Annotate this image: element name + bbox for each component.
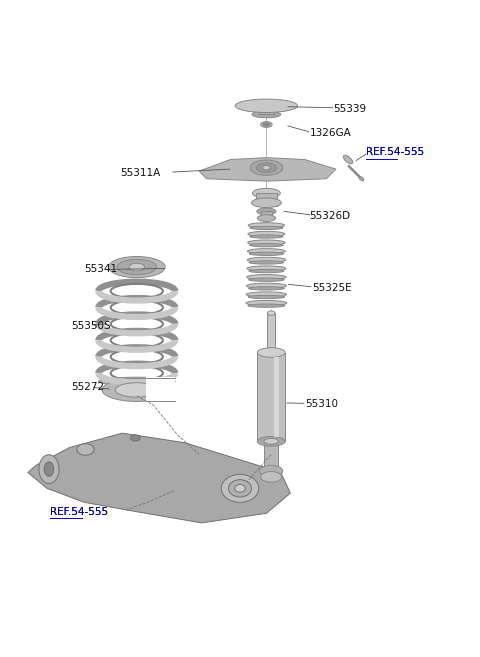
Ellipse shape — [235, 99, 298, 112]
Ellipse shape — [252, 198, 281, 208]
Ellipse shape — [246, 292, 287, 297]
Ellipse shape — [248, 223, 285, 228]
Text: REF.54-555: REF.54-555 — [366, 147, 424, 157]
Ellipse shape — [39, 455, 59, 484]
Text: 55339: 55339 — [334, 104, 367, 114]
Ellipse shape — [252, 111, 281, 118]
Ellipse shape — [249, 278, 284, 281]
Bar — [259, 106, 274, 114]
Ellipse shape — [257, 208, 276, 215]
Ellipse shape — [249, 286, 284, 290]
Ellipse shape — [117, 260, 156, 275]
Text: 1326GA: 1326GA — [310, 128, 351, 138]
Ellipse shape — [256, 163, 276, 173]
Ellipse shape — [247, 258, 286, 262]
Bar — [146, 377, 175, 403]
Ellipse shape — [250, 244, 283, 247]
Text: 55311A: 55311A — [120, 168, 161, 177]
Bar — [257, 353, 285, 442]
Ellipse shape — [246, 300, 287, 306]
Ellipse shape — [257, 348, 285, 357]
Ellipse shape — [131, 435, 140, 441]
Ellipse shape — [263, 166, 270, 170]
Text: REF.54-555: REF.54-555 — [50, 507, 108, 517]
Ellipse shape — [248, 304, 285, 307]
Ellipse shape — [221, 474, 259, 502]
Bar — [256, 193, 277, 206]
Ellipse shape — [247, 283, 287, 288]
Ellipse shape — [267, 311, 275, 315]
Ellipse shape — [235, 484, 245, 492]
Bar — [267, 313, 275, 353]
Ellipse shape — [102, 378, 171, 401]
Ellipse shape — [98, 377, 175, 386]
Text: 55326D: 55326D — [310, 211, 351, 221]
Ellipse shape — [261, 122, 272, 127]
Ellipse shape — [257, 436, 285, 446]
Ellipse shape — [250, 226, 283, 229]
Polygon shape — [199, 158, 336, 181]
Text: 55325E: 55325E — [312, 283, 352, 293]
Text: 55310: 55310 — [305, 399, 338, 409]
Text: 55272: 55272 — [71, 382, 104, 392]
Polygon shape — [28, 433, 290, 523]
Bar — [264, 442, 278, 471]
Text: REF.54-555: REF.54-555 — [50, 507, 108, 517]
Ellipse shape — [108, 256, 165, 278]
Ellipse shape — [359, 177, 364, 181]
Bar — [274, 357, 279, 438]
Ellipse shape — [252, 189, 280, 198]
Ellipse shape — [248, 231, 285, 237]
Ellipse shape — [257, 215, 276, 221]
Ellipse shape — [247, 275, 286, 280]
Ellipse shape — [115, 383, 158, 397]
Ellipse shape — [250, 160, 283, 175]
Text: REF.54-555: REF.54-555 — [366, 147, 424, 157]
Ellipse shape — [249, 252, 284, 256]
Ellipse shape — [260, 465, 283, 477]
Text: 55341: 55341 — [84, 263, 117, 273]
Ellipse shape — [248, 296, 285, 299]
Ellipse shape — [228, 480, 252, 497]
Ellipse shape — [263, 123, 270, 126]
Ellipse shape — [249, 269, 284, 273]
Ellipse shape — [248, 248, 285, 254]
Ellipse shape — [249, 261, 284, 264]
Ellipse shape — [247, 101, 286, 110]
Ellipse shape — [77, 443, 94, 455]
Ellipse shape — [248, 240, 285, 245]
Ellipse shape — [44, 462, 54, 476]
Ellipse shape — [264, 438, 278, 444]
Ellipse shape — [129, 263, 144, 271]
Ellipse shape — [247, 266, 286, 271]
Ellipse shape — [250, 235, 283, 238]
Bar — [261, 212, 272, 218]
Ellipse shape — [343, 155, 353, 164]
Ellipse shape — [261, 472, 282, 482]
Text: 55350S: 55350S — [71, 321, 111, 331]
